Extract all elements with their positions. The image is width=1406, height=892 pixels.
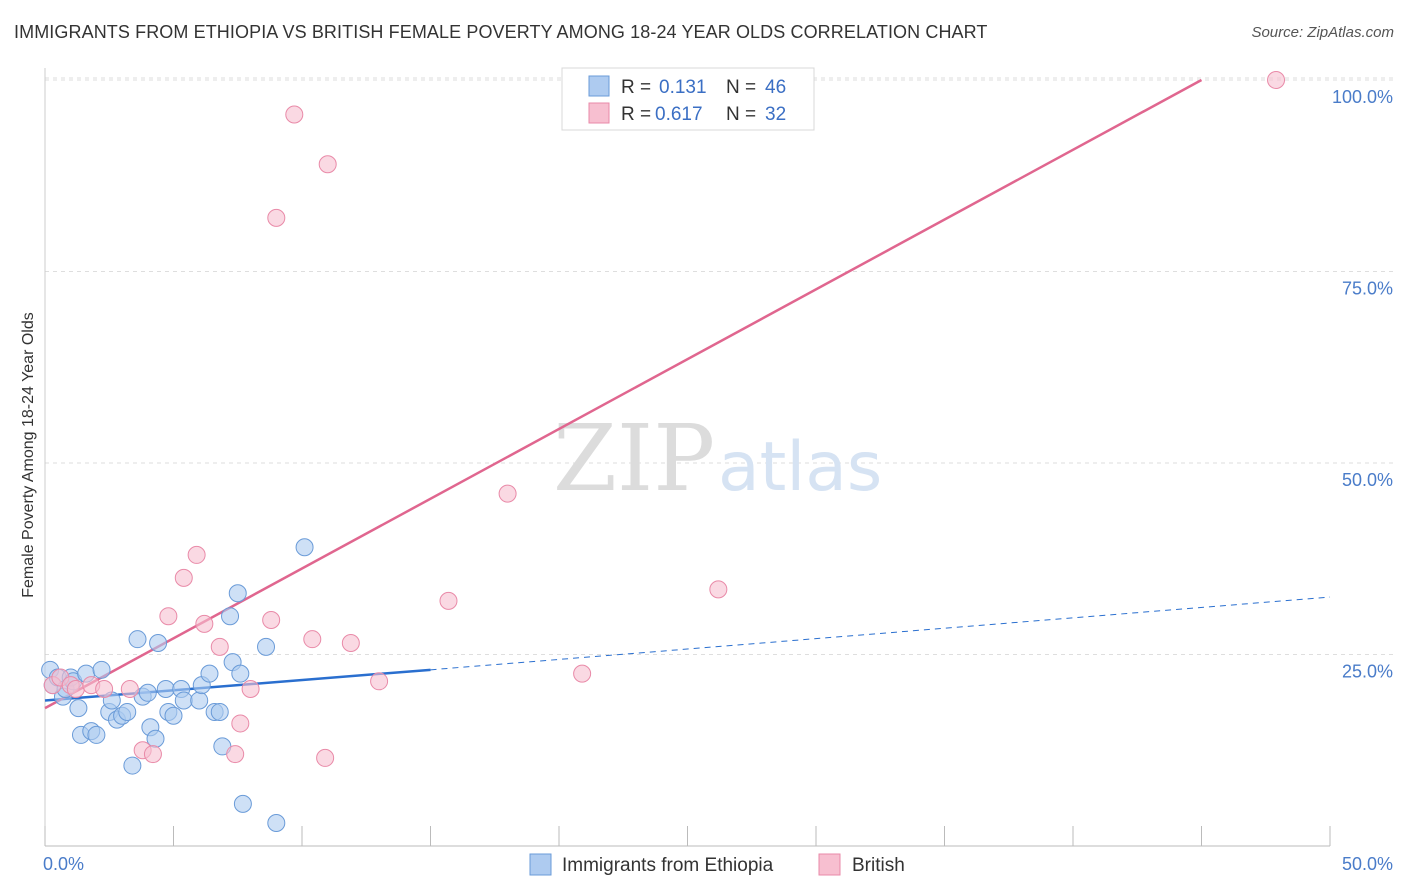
y-tick-label-25: 25.0% [1342, 662, 1393, 682]
chart-title: IMMIGRANTS FROM ETHIOPIA VS BRITISH FEMA… [14, 22, 988, 42]
legend-n-value-1: 46 [765, 77, 786, 98]
grid [45, 77, 1395, 655]
british-point-17 [262, 611, 281, 630]
watermark: ZIP atlas [553, 405, 882, 512]
ethiopia-point-41 [257, 637, 276, 656]
british-point-26 [498, 484, 517, 503]
axes: 25.0% 50.0% 75.0% 100.0% 0.0% 50.0% [43, 68, 1393, 874]
british-point-27 [573, 664, 592, 683]
watermark-zip: ZIP [553, 405, 715, 512]
ethiopia-point-40 [233, 794, 252, 813]
ethiopia-point-25 [156, 679, 175, 698]
ethiopia-point-36 [221, 607, 240, 626]
british-point-19 [285, 105, 304, 124]
y-tick-label-100: 100.0% [1332, 87, 1393, 107]
data-points [41, 71, 1286, 833]
british-point-16 [241, 679, 260, 698]
ethiopia-point-7 [69, 699, 88, 718]
watermark-atlas: atlas [718, 428, 882, 507]
ethiopia-point-38 [228, 584, 247, 603]
bottom-legend: Immigrants from Ethiopia British [529, 853, 905, 876]
legend-swatch-ethiopia [588, 75, 610, 97]
bottom-legend-swatch-british [818, 853, 841, 876]
ethiopia-point-43 [295, 538, 314, 557]
ethiopia-point-24 [149, 634, 168, 653]
british-point-21 [316, 748, 335, 767]
legend-swatch-british [588, 102, 610, 124]
british-trend-line [44, 78, 1203, 710]
ethiopia-point-30 [190, 691, 209, 710]
ethiopia-point-29 [174, 691, 193, 710]
british-point-10 [174, 568, 193, 587]
british-point-22 [318, 155, 337, 174]
legend-n-label-2: N = [726, 104, 756, 125]
british-point-11 [187, 545, 206, 564]
british-point-5 [95, 679, 114, 698]
british-point-14 [226, 745, 245, 764]
ethiopia-point-19 [128, 630, 147, 649]
british-point-12 [195, 614, 214, 633]
x-tick-label-0: 0.0% [43, 854, 84, 874]
ethiopia-point-42 [267, 814, 286, 833]
british-point-9 [159, 607, 178, 626]
bottom-legend-label-ethiopia: Immigrants from Ethiopia [562, 855, 774, 876]
british-point-8 [143, 745, 162, 764]
x-tick-label-50: 50.0% [1342, 854, 1393, 874]
y-tick-label-50: 50.0% [1342, 470, 1393, 490]
british-point-29 [709, 580, 728, 599]
ethiopia-point-12 [92, 660, 111, 679]
legend-r-label-2: R = [621, 104, 651, 125]
british-point-13 [210, 637, 229, 656]
source-label: Source: ZipAtlas.com [1251, 24, 1394, 41]
ethiopia-point-17 [118, 702, 137, 721]
bottom-legend-swatch-ethiopia [529, 853, 552, 876]
british-point-31 [1267, 71, 1286, 89]
legend-r-label-1: R = [621, 77, 651, 98]
y-tick-label-75: 75.0% [1342, 279, 1393, 299]
british-point-15 [231, 714, 250, 733]
ethiopia-point-32 [200, 664, 219, 683]
legend-n-value-2: 32 [765, 104, 786, 125]
bottom-legend-label-british: British [852, 855, 905, 876]
ethiopia-point-27 [164, 706, 183, 725]
british-point-3 [66, 679, 85, 698]
british-point-25 [439, 591, 458, 610]
british-point-20 [303, 630, 322, 649]
legend-n-label-1: N = [726, 77, 756, 98]
ethiopia-point-21 [138, 683, 157, 702]
british-point-6 [120, 679, 139, 698]
ethiopia-point-11 [87, 725, 106, 744]
top-legend: R = 0.131 N = 46 R = 0.617 N = 32 [561, 67, 815, 131]
british-point-18 [267, 208, 286, 227]
ethiopia-trend-line-extension [430, 596, 1331, 671]
ethiopia-point-39 [231, 664, 250, 683]
british-point-23 [341, 634, 360, 653]
british-point-24 [370, 672, 389, 691]
ethiopia-point-34 [210, 702, 229, 721]
legend-r-value-1: 0.131 [659, 77, 707, 98]
legend-r-value-2: 0.617 [655, 104, 703, 125]
ethiopia-point-18 [123, 756, 142, 775]
